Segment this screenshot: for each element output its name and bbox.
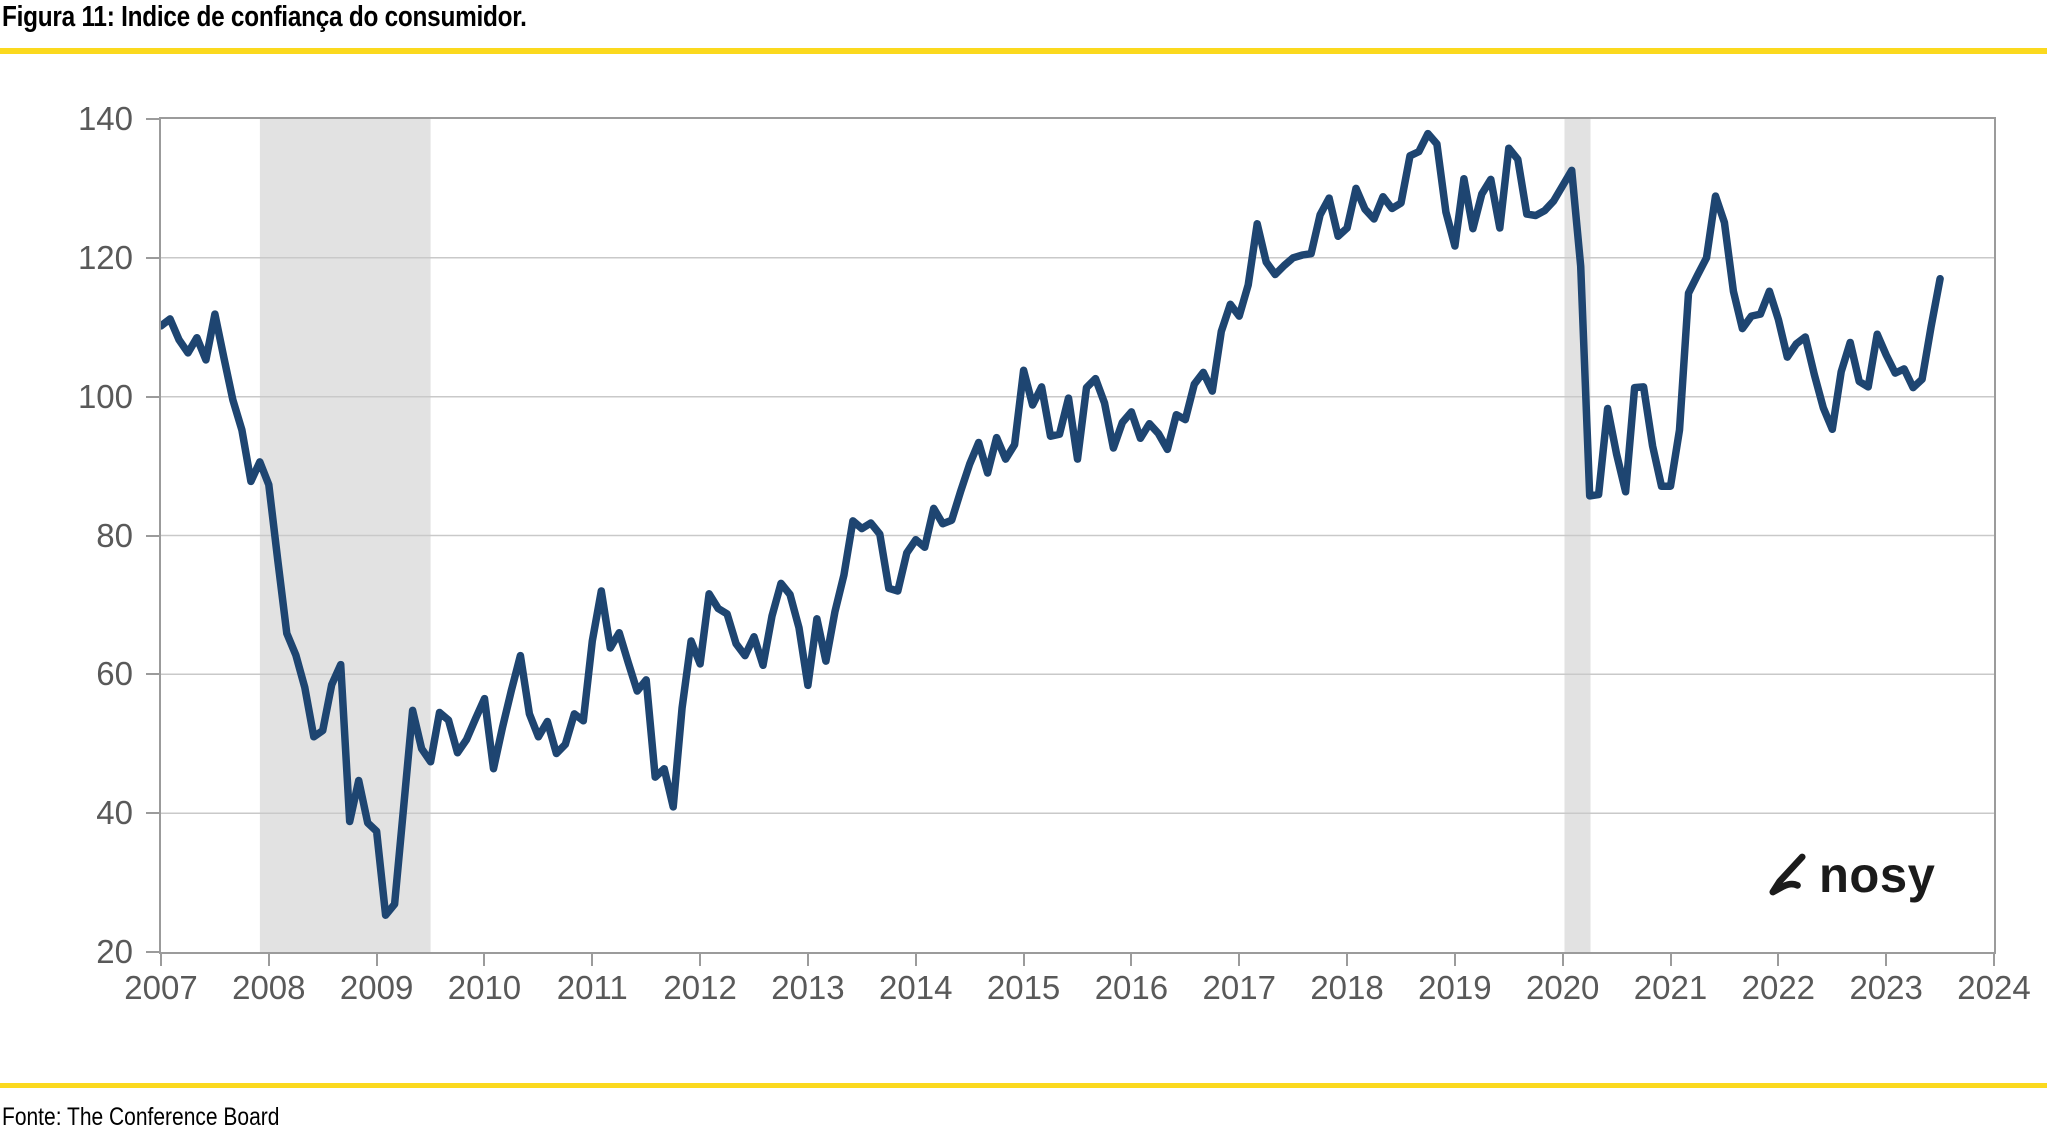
confidence-line <box>161 129 1944 919</box>
x-axis-tick <box>1777 952 1780 966</box>
x-tick-label: 2016 <box>1094 969 1169 1006</box>
y-tick-label: 140 <box>77 100 133 137</box>
top-accent-rule <box>0 48 2047 54</box>
x-axis-tick <box>1669 952 1672 966</box>
y-tick-label: 20 <box>96 933 133 970</box>
nosy-logo: nosy <box>1769 850 1938 900</box>
x-axis-tick <box>267 952 270 966</box>
x-tick-label: 2023 <box>1849 969 1923 1006</box>
x-tick-label: 2008 <box>232 969 306 1006</box>
bottom-accent-rule <box>0 1083 2047 1088</box>
x-axis-tick <box>914 952 917 966</box>
x-axis-tick <box>591 952 594 966</box>
y-tick-label: 100 <box>77 377 133 415</box>
figure-title: Figura 11: Indice de confiança do consum… <box>2 1 527 33</box>
x-axis-tick <box>483 952 486 966</box>
x-tick-label: 2018 <box>1310 969 1384 1006</box>
x-tick-label: 2007 <box>124 969 198 1006</box>
x-axis-tick <box>1561 952 1564 966</box>
x-axis-tick <box>1130 952 1133 966</box>
source-note: Fonte: The Conference Board <box>2 1103 280 1131</box>
x-tick-label: 2010 <box>447 969 522 1006</box>
x-tick-label: 2011 <box>556 969 628 1006</box>
x-axis-tick <box>1238 952 1241 966</box>
x-axis-tick <box>1993 952 1995 966</box>
x-axis-tick <box>1346 952 1349 966</box>
y-tick-label: 40 <box>96 794 133 832</box>
x-axis-tick <box>160 952 162 966</box>
x-tick-label: 2009 <box>339 969 414 1006</box>
x-tick-label: 2014 <box>879 969 953 1006</box>
x-axis-tick <box>806 952 809 966</box>
x-axis-tick <box>375 952 378 966</box>
y-tick-label: 120 <box>77 238 133 276</box>
x-axis-tick <box>699 952 702 966</box>
y-tick-label: 80 <box>96 516 133 554</box>
x-tick-label: 2019 <box>1418 969 1492 1006</box>
line-chart-svg <box>161 119 1994 952</box>
x-tick-label: 2015 <box>986 969 1061 1006</box>
x-tick-label: 2017 <box>1202 969 1276 1006</box>
x-tick-label: 2021 <box>1633 969 1708 1006</box>
plot-area: nosy <box>159 117 1996 954</box>
x-tick-label: 2013 <box>771 969 845 1006</box>
x-tick-label: 2022 <box>1741 969 1816 1006</box>
x-tick-label: 2024 <box>1957 969 2031 1006</box>
x-axis-tick <box>1453 952 1456 966</box>
nosy-logo-text: nosy <box>1819 847 1936 903</box>
x-tick-label: 2012 <box>663 969 737 1006</box>
nosy-logo-icon <box>1769 853 1806 896</box>
x-axis-tick <box>1885 952 1888 966</box>
x-axis-tick <box>1022 952 1025 966</box>
y-tick-label: 60 <box>96 655 133 693</box>
x-tick-label: 2020 <box>1525 969 1600 1006</box>
